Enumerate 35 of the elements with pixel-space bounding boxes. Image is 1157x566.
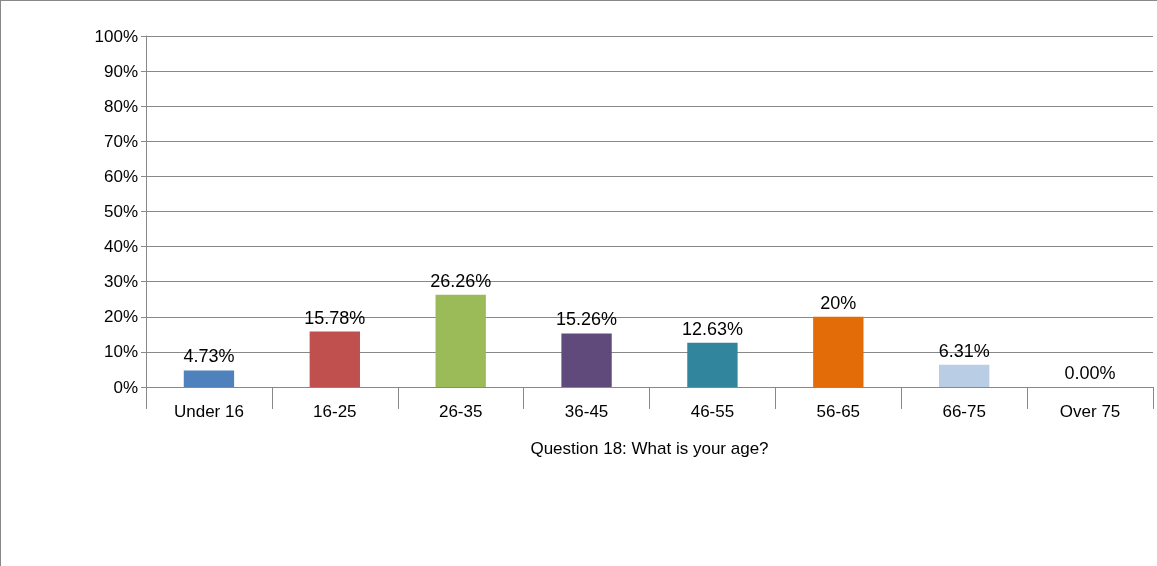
y-tick-label: 100% — [94, 26, 138, 46]
y-tick-label: 90% — [103, 61, 138, 81]
data-label: 15.26% — [556, 309, 618, 330]
y-tick-label: 80% — [103, 96, 138, 116]
bar — [687, 342, 738, 387]
x-tick-label: Over 75 — [1059, 402, 1121, 421]
x-tick-label: 16-25 — [313, 402, 357, 421]
y-tick-label: 50% — [103, 202, 138, 221]
bar — [183, 370, 235, 387]
bar — [435, 294, 486, 387]
data-label: 26.26% — [430, 270, 492, 291]
x-tick-label: Under 16 — [173, 402, 244, 421]
data-label: 4.73% — [183, 346, 235, 367]
data-label: 20% — [820, 292, 857, 313]
bar — [813, 316, 864, 387]
data-label: 12.63% — [681, 318, 743, 339]
x-tick-label: 66-75 — [942, 402, 986, 421]
data-label: 15.78% — [304, 307, 366, 328]
bar — [561, 333, 612, 387]
y-tick-label: 10% — [103, 342, 138, 362]
x-tick-label: 26-35 — [438, 402, 483, 421]
y-tick-label: 40% — [103, 237, 138, 257]
bar — [309, 331, 360, 387]
y-tick-label: 30% — [103, 272, 138, 292]
data-label: 0.00% — [1064, 363, 1116, 383]
y-tick-label: 60% — [103, 166, 138, 186]
y-tick-label: 20% — [103, 307, 138, 327]
x-tick-label: 56-65 — [816, 402, 861, 421]
y-tick-label: 0% — [113, 377, 138, 397]
x-tick-label: 36-45 — [564, 402, 609, 421]
data-label: 6.31% — [938, 340, 990, 361]
bar — [939, 364, 990, 387]
x-tick-label: 46-55 — [690, 402, 735, 421]
x-axis-title: Question 18: What is your age? — [530, 439, 769, 458]
y-tick-label: 70% — [103, 131, 138, 151]
